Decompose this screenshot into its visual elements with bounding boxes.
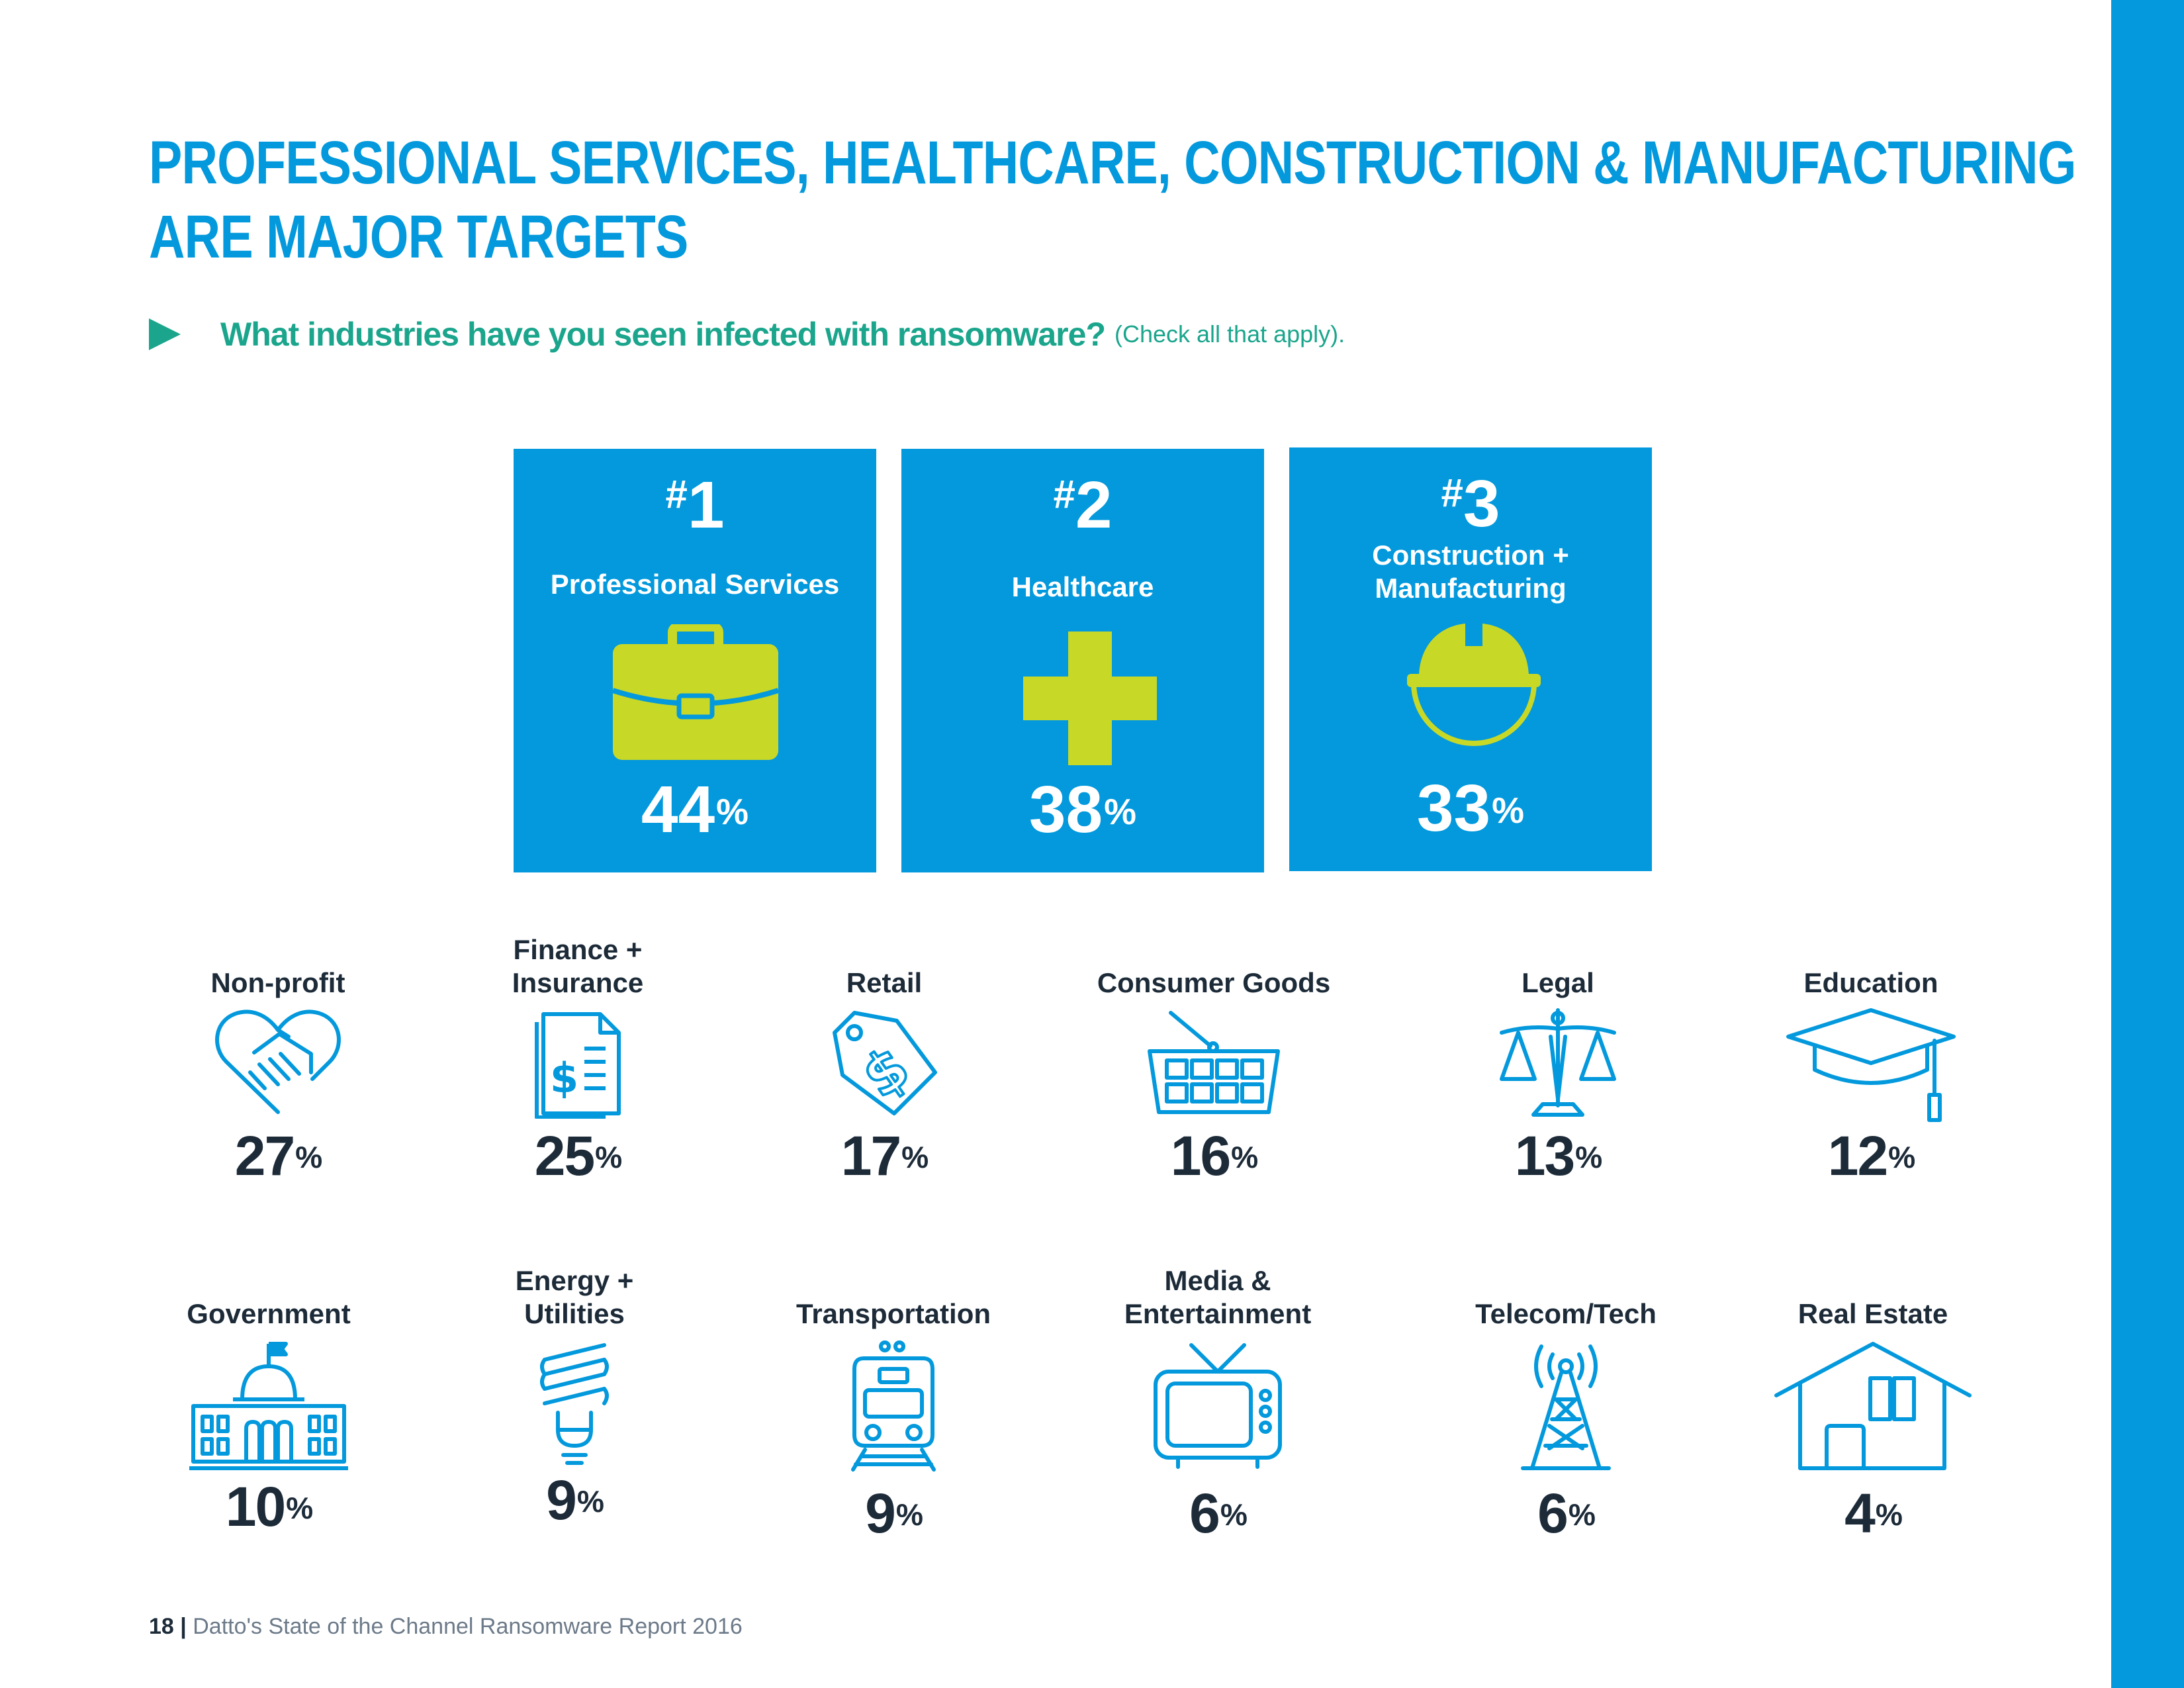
train-icon — [851, 1340, 936, 1472]
shopping-basket-icon — [1148, 1011, 1280, 1114]
percentage-value: 12% — [1827, 1125, 1916, 1187]
page-title: PROFESSIONAL SERVICES, HEALTHCARE, CONST… — [149, 126, 2076, 274]
percentage-value: 10% — [225, 1476, 314, 1538]
industry-label: Education — [1803, 967, 1938, 998]
industry-stat-legal: Legal 13% — [1406, 927, 1710, 1192]
page-title-line-1: PROFESSIONAL SERVICES, HEALTHCARE, CONST… — [149, 129, 2076, 197]
top-card-3: #3 Construction + Manufacturing 33% — [1289, 447, 1652, 871]
industry-stat-energy-utilities: Energy + Utilities 9% — [422, 1258, 727, 1536]
industry-stat-education: Education 12% — [1719, 927, 2023, 1192]
question-note: (Check all that apply). — [1115, 320, 1345, 348]
category-label: Professional Services — [550, 569, 840, 600]
report-title: Datto's State of the Channel Ransomware … — [193, 1614, 743, 1639]
category-label: Healthcare — [1011, 571, 1154, 602]
percentage-value: 33% — [1416, 771, 1525, 845]
industry-label: Transportation — [796, 1298, 991, 1329]
industry-stat-media-entertainment: Media & Entertainment 6% — [1066, 1258, 1370, 1544]
industry-stat-transportation: Transportation 9% — [741, 1258, 1046, 1544]
percentage-value: 9% — [546, 1469, 604, 1531]
hard-hat-icon — [1407, 624, 1541, 746]
handshake-heart-icon — [215, 1009, 341, 1114]
television-icon — [1154, 1343, 1282, 1469]
industry-label: Energy + Utilities — [515, 1265, 634, 1329]
medical-cross-icon — [1023, 632, 1157, 765]
percentage-value: 38% — [1028, 773, 1137, 847]
house-icon — [1774, 1342, 1972, 1470]
scales-icon — [1500, 1008, 1616, 1117]
industry-label: Legal — [1522, 967, 1594, 998]
rank-label: #1 — [665, 468, 725, 542]
percentage-value: 6% — [1537, 1482, 1596, 1544]
page-title-line-2: ARE MAJOR TARGETS — [149, 203, 688, 271]
top-card-2: #2 Healthcare 38% — [901, 449, 1264, 872]
footer-separator: | — [180, 1614, 187, 1639]
percentage-value: 16% — [1170, 1125, 1259, 1187]
industry-stat-telecom-tech: Telecom/Tech 6% — [1414, 1258, 1718, 1544]
industry-label: Retail — [846, 967, 923, 998]
percentage-value: 27% — [234, 1125, 323, 1187]
radio-tower-icon — [1521, 1344, 1611, 1470]
industry-label: Government — [187, 1298, 351, 1329]
industry-label: Finance + Insurance — [512, 934, 644, 998]
rank-label: #3 — [1441, 467, 1500, 541]
sidebar-strip — [2111, 0, 2184, 1688]
price-tag-icon: $ — [833, 1011, 937, 1115]
light-bulb-icon — [540, 1343, 609, 1465]
page-footer: 18 | Datto's State of the Channel Ransom… — [149, 1614, 743, 1640]
industry-stat-government: Government 10% — [116, 1258, 421, 1538]
financial-document-icon: $ — [535, 1012, 621, 1119]
rank-label: #2 — [1053, 468, 1113, 542]
briefcase-icon — [613, 624, 778, 760]
percentage-value: 4% — [1844, 1482, 1903, 1544]
percentage-value: 13% — [1514, 1125, 1603, 1187]
top-card-1: #1 Professional Services 44% — [514, 449, 876, 872]
play-arrow-icon — [149, 318, 181, 350]
capitol-building-icon — [189, 1342, 348, 1470]
percentage-value: 6% — [1189, 1482, 1248, 1544]
percentage-value: 17% — [841, 1125, 929, 1187]
industry-stat-consumer-goods: Consumer Goods 16% — [1062, 927, 1366, 1192]
industry-label: Real Estate — [1797, 1298, 1948, 1329]
industry-stat-real-estate: Real Estate 4% — [1721, 1258, 2025, 1544]
question-text: What industries have you seen infected w… — [220, 316, 1106, 353]
graduation-cap-icon — [1786, 1008, 1956, 1122]
page-number: 18 — [149, 1614, 174, 1639]
percentage-value: 9% — [865, 1482, 923, 1544]
industry-label: Consumer Goods — [1097, 967, 1331, 998]
industry-stat-non-profit: Non-profit 27% — [126, 927, 430, 1192]
svg-text:$: $ — [550, 1054, 578, 1102]
survey-question: What industries have you seen infected w… — [149, 311, 1345, 357]
industry-label: Media & Entertainment — [1124, 1265, 1312, 1329]
industry-stat-retail: Retail $ 17% — [732, 927, 1036, 1192]
percentage-value: 25% — [534, 1125, 623, 1187]
industry-label: Telecom/Tech — [1475, 1298, 1657, 1329]
percentage-value: 44% — [641, 773, 749, 847]
industry-stat-finance-insurance: Finance + Insurance $ 25% — [426, 927, 730, 1192]
category-label: Construction + Manufacturing — [1372, 539, 1569, 604]
industry-label: Non-profit — [210, 967, 345, 998]
